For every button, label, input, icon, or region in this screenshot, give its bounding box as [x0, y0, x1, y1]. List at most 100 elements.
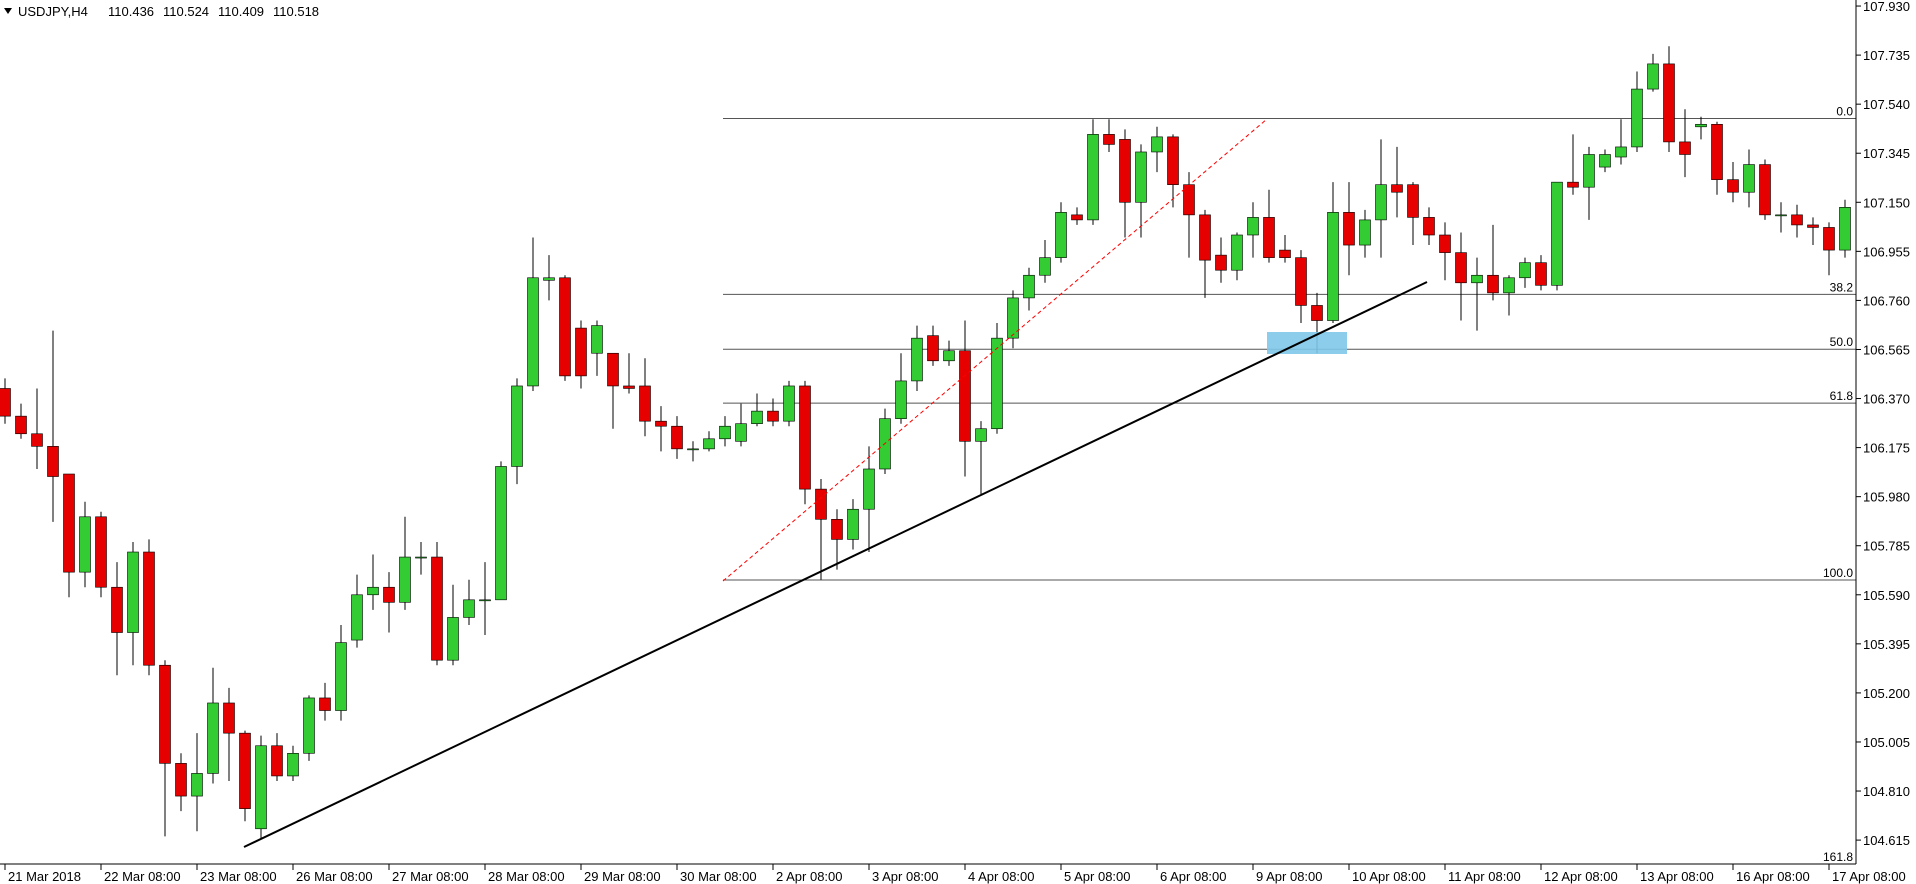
candle-body	[239, 732, 251, 809]
candle-body	[1823, 227, 1835, 251]
candle-body	[927, 335, 939, 362]
candle-body	[1519, 262, 1531, 279]
candle-body	[127, 551, 139, 633]
candle-body	[1007, 297, 1019, 339]
y-tick-label: 107.930	[1863, 0, 1910, 14]
low-price: 110.409	[218, 4, 264, 19]
menu-triangle	[4, 8, 12, 14]
x-tick-label: 10 Apr 08:00	[1352, 869, 1426, 884]
x-tick-label: 11 Apr 08:00	[1448, 869, 1521, 884]
candle-body	[287, 752, 299, 777]
candle-body	[895, 380, 907, 419]
x-tick-label: 16 Apr 08:00	[1736, 869, 1810, 884]
candle-body	[911, 337, 923, 382]
y-tick-label: 106.175	[1863, 441, 1910, 456]
candle-body	[1391, 184, 1403, 193]
candle-body	[463, 599, 475, 618]
candle-body	[1471, 274, 1483, 284]
axes: 107.930 107.735 107.540 107.345 107.150 106.9…	[4, 0, 1910, 884]
candle-body	[1215, 254, 1227, 271]
candle-body	[191, 773, 203, 797]
x-tick-label: 22 Mar 08:00	[104, 869, 181, 884]
x-tick-label: 21 Mar 2018	[8, 869, 81, 884]
candle-body	[799, 385, 811, 490]
candle-body	[959, 350, 971, 442]
candle-body	[1631, 88, 1643, 148]
candle-body	[207, 702, 219, 774]
candle-body	[431, 556, 443, 661]
candle-body	[1279, 249, 1291, 258]
x-tick-label: 29 Mar 08:00	[584, 869, 661, 884]
candle-body	[1055, 212, 1067, 258]
y-tick-label: 105.785	[1863, 539, 1910, 554]
candle-body	[975, 428, 987, 442]
candle-body	[1791, 214, 1803, 226]
x-tick-label: 23 Mar 08:00	[200, 869, 277, 884]
candle-body	[1423, 217, 1435, 236]
candle-body	[1183, 184, 1195, 216]
candle-body	[1695, 123, 1707, 128]
y-tick-label: 104.615	[1863, 833, 1910, 848]
candle-body	[991, 337, 1003, 430]
candle-body	[1439, 234, 1451, 253]
candle-body	[815, 488, 827, 520]
x-tick-label: 27 Mar 08:00	[392, 869, 469, 884]
candle-body	[575, 327, 587, 377]
fib-label: 50.0	[1830, 335, 1854, 349]
candle-body	[1023, 274, 1035, 299]
candle-body	[1247, 217, 1259, 236]
candle-body	[687, 448, 699, 451]
high-price: 110.524	[163, 4, 209, 19]
candle-body	[415, 556, 427, 559]
candle-body	[111, 586, 123, 633]
candle-body	[1503, 277, 1515, 294]
candle-body	[1375, 184, 1387, 221]
x-tick-label: 6 Apr 08:00	[1160, 869, 1227, 884]
y-tick-label: 107.150	[1863, 195, 1910, 210]
candle-body	[447, 617, 459, 661]
x-tick-label: 3 Apr 08:00	[872, 869, 939, 884]
candle-body	[719, 425, 731, 440]
candle-body	[1087, 134, 1099, 221]
candle-body	[1231, 234, 1243, 271]
x-tick-label: 26 Mar 08:00	[296, 869, 373, 884]
candle-body	[1567, 181, 1579, 188]
candle-body	[735, 423, 747, 442]
candle-body	[1551, 181, 1563, 286]
candle-body	[271, 745, 283, 777]
candle-body	[399, 556, 411, 603]
candle-body	[31, 433, 43, 447]
candle-body	[0, 388, 11, 417]
candle-body	[511, 385, 523, 467]
candle-body	[831, 519, 843, 540]
candle-body	[543, 277, 555, 281]
header: USDJPY,H4 110.436 110.524 110.409 110.51…	[4, 4, 319, 19]
candle-body	[943, 350, 955, 362]
candle-body	[1615, 146, 1627, 158]
candle-body	[335, 642, 347, 711]
candle-body	[1263, 217, 1275, 258]
x-tick-label: 2 Apr 08:00	[776, 869, 843, 884]
candle-body	[639, 385, 651, 422]
candle-body	[1167, 136, 1179, 185]
candle-body	[159, 664, 171, 764]
x-tick-label: 28 Mar 08:00	[488, 869, 565, 884]
candle-body	[1359, 219, 1371, 246]
candle-body	[367, 586, 379, 596]
candle-body	[1135, 151, 1147, 203]
candle-body	[863, 468, 875, 510]
candle-body	[767, 410, 779, 422]
y-tick-label: 107.735	[1863, 48, 1910, 63]
trendline	[243, 281, 1428, 848]
candle-body	[1103, 134, 1115, 145]
candle-body	[559, 277, 571, 377]
y-tick-label: 107.345	[1863, 146, 1910, 161]
candle-body	[1711, 123, 1723, 180]
candle-body	[607, 352, 619, 387]
candle-body	[95, 516, 107, 588]
candle-body	[1327, 212, 1339, 321]
candle-body	[63, 473, 75, 573]
candle-body	[1487, 274, 1499, 294]
candle-body	[223, 702, 235, 734]
